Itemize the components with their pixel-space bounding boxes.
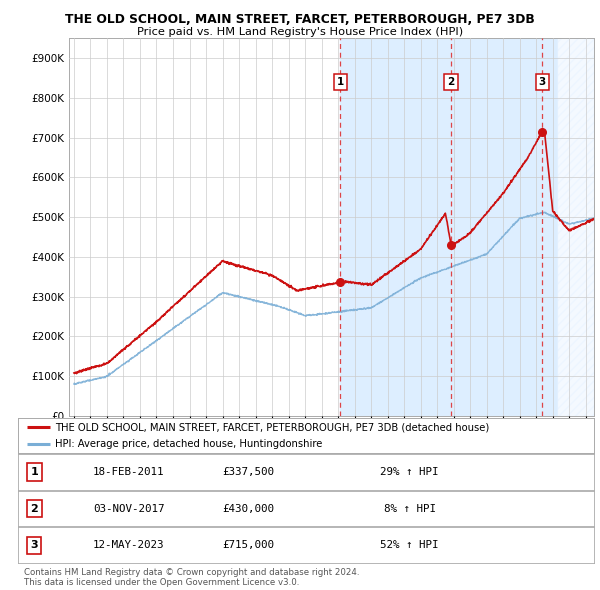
Text: £715,000: £715,000 xyxy=(223,540,274,550)
Text: THE OLD SCHOOL, MAIN STREET, FARCET, PETERBOROUGH, PE7 3DB (detached house): THE OLD SCHOOL, MAIN STREET, FARCET, PET… xyxy=(55,422,490,432)
Text: £430,000: £430,000 xyxy=(223,504,274,513)
Text: 03-NOV-2017: 03-NOV-2017 xyxy=(93,504,164,513)
Text: HPI: Average price, detached house, Huntingdonshire: HPI: Average price, detached house, Hunt… xyxy=(55,440,323,449)
Bar xyxy=(340,38,594,416)
Bar xyxy=(557,38,594,416)
Text: Contains HM Land Registry data © Crown copyright and database right 2024.
This d: Contains HM Land Registry data © Crown c… xyxy=(24,568,359,587)
Text: 29% ↑ HPI: 29% ↑ HPI xyxy=(380,467,439,477)
Text: 2: 2 xyxy=(30,504,38,513)
Text: 18-FEB-2011: 18-FEB-2011 xyxy=(93,467,164,477)
Text: 8% ↑ HPI: 8% ↑ HPI xyxy=(383,504,436,513)
Text: 1: 1 xyxy=(337,77,344,87)
Text: 52% ↑ HPI: 52% ↑ HPI xyxy=(380,540,439,550)
Text: THE OLD SCHOOL, MAIN STREET, FARCET, PETERBOROUGH, PE7 3DB: THE OLD SCHOOL, MAIN STREET, FARCET, PET… xyxy=(65,13,535,26)
Text: 1: 1 xyxy=(30,467,38,477)
Text: 12-MAY-2023: 12-MAY-2023 xyxy=(93,540,164,550)
Text: Price paid vs. HM Land Registry's House Price Index (HPI): Price paid vs. HM Land Registry's House … xyxy=(137,27,463,37)
Text: 2: 2 xyxy=(448,77,455,87)
Text: £337,500: £337,500 xyxy=(223,467,274,477)
Text: 3: 3 xyxy=(31,540,38,550)
Bar xyxy=(557,38,594,416)
Text: 3: 3 xyxy=(539,77,546,87)
